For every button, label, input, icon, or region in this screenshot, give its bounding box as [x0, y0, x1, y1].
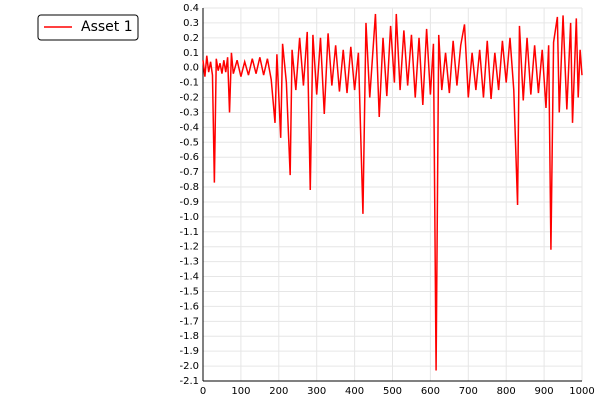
- x-tick-label: 1000: [569, 386, 594, 397]
- x-tick-label: 300: [307, 386, 326, 397]
- y-tick-label: -0.4: [179, 122, 199, 133]
- y-tick-label: -0.6: [179, 152, 199, 163]
- y-tick-label: -1.4: [179, 272, 199, 283]
- y-tick-label: -0.8: [179, 182, 199, 193]
- y-tick-label: -1.9: [179, 346, 199, 357]
- x-tick-label: 900: [535, 386, 554, 397]
- x-tick-label: 700: [459, 386, 478, 397]
- y-tick-label: -1.2: [179, 242, 199, 253]
- y-tick-label: 0.0: [183, 63, 199, 74]
- y-tick-label: -1.6: [179, 301, 199, 312]
- y-tick-label: -1.7: [179, 316, 199, 327]
- y-tick-label: 0.3: [183, 18, 199, 29]
- x-tick-label: 200: [269, 386, 288, 397]
- data-line: [202, 13, 583, 371]
- legend-box: [37, 14, 139, 41]
- y-tick-label: -1.8: [179, 331, 199, 342]
- y-tick-label: -1.3: [179, 257, 199, 268]
- y-tick-label: -0.9: [179, 197, 199, 208]
- y-tick-label: -1.5: [179, 286, 199, 297]
- y-tick-label: -2.0: [179, 361, 199, 372]
- x-tick-label: 500: [383, 386, 402, 397]
- y-tick-label: -0.5: [179, 137, 199, 148]
- y-tick-label: -2.1: [179, 376, 199, 387]
- y-tick-label: 0.1: [183, 48, 199, 59]
- x-tick-label: 100: [231, 386, 250, 397]
- x-tick-label: 400: [345, 386, 364, 397]
- y-tick-label: 0.2: [183, 33, 199, 44]
- y-tick-label: -0.3: [179, 107, 199, 118]
- y-tick-label: -0.2: [179, 93, 199, 104]
- y-tick-label: -1.0: [179, 212, 199, 223]
- legend-label: Asset 1: [81, 19, 133, 35]
- x-tick-label: 600: [421, 386, 440, 397]
- y-tick-label: -1.1: [179, 227, 199, 238]
- y-tick-label: 0.4: [183, 3, 199, 14]
- x-tick-label: 800: [497, 386, 516, 397]
- y-tick-label: -0.7: [179, 167, 199, 178]
- y-tick-label: -0.1: [179, 78, 199, 89]
- x-tick-label: 0: [200, 386, 206, 397]
